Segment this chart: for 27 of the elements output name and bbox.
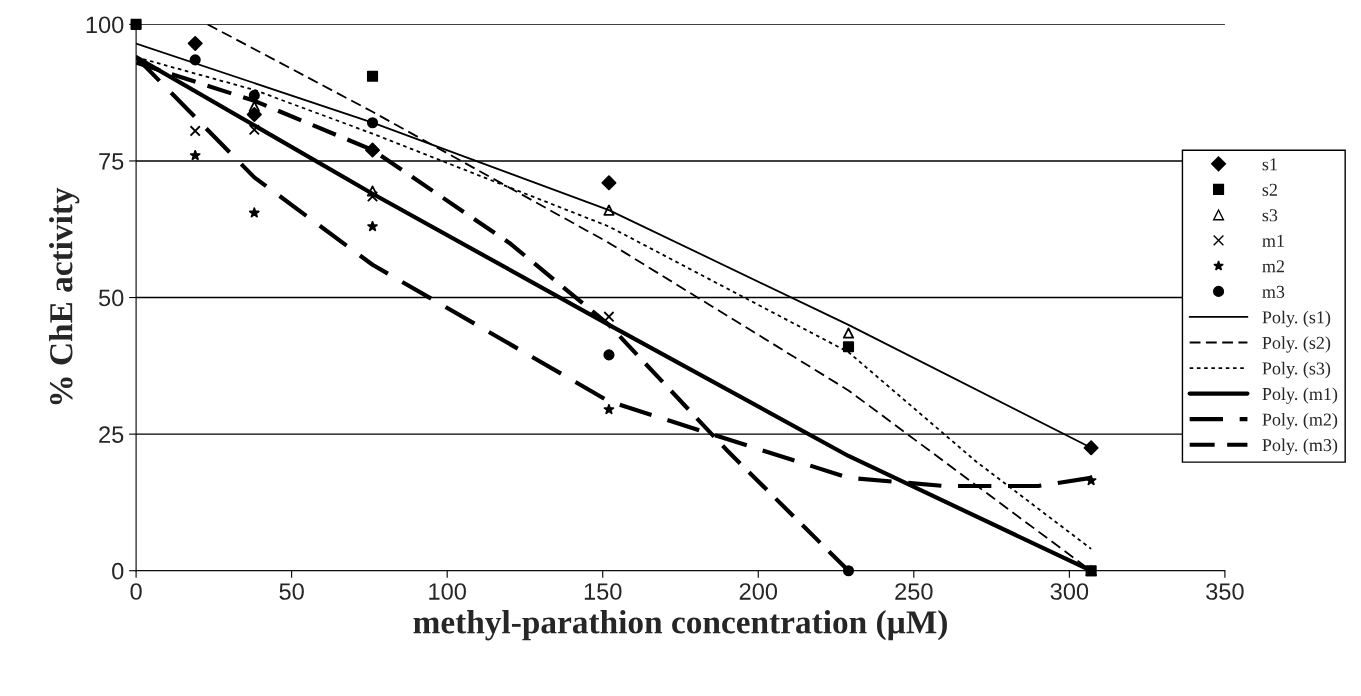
legend-label: m1 — [1262, 234, 1284, 247]
y-tick-label: 75 — [99, 153, 124, 170]
legend-label: s2 — [1262, 183, 1277, 196]
legend-label: m3 — [1262, 285, 1285, 298]
legend-label: Poly. (m3) — [1262, 438, 1338, 455]
legend-label: Poly. (s3) — [1262, 361, 1331, 379]
legend-label: s1 — [1262, 158, 1277, 171]
legend-label: m2 — [1262, 260, 1284, 273]
x-tick-label: 300 — [1050, 583, 1089, 600]
x-axis-title: methyl-parathion concentration (µM) — [413, 610, 947, 641]
x-tick-label: 0 — [130, 583, 142, 600]
x-tick-label: 200 — [739, 583, 778, 600]
y-tick-label: 50 — [98, 289, 124, 307]
y-tick-label: 100 — [86, 16, 124, 34]
x-tick-label: 150 — [584, 583, 622, 600]
x-tick-label: 100 — [429, 583, 466, 600]
x-tick-label: 350 — [1206, 583, 1244, 600]
legend-label: Poly. (m1) — [1262, 387, 1338, 404]
y-axis-title: % ChE activity — [49, 187, 80, 405]
x-tick-label: 50 — [279, 583, 304, 600]
y-tick-label: 0 — [112, 562, 124, 580]
legend-label: Poly. (s1) — [1262, 310, 1331, 328]
y-tick-label: 25 — [99, 426, 124, 443]
legend-label: Poly. (m2) — [1262, 412, 1338, 430]
legend-label: Poly. (s2) — [1262, 336, 1331, 353]
legend-label: s3 — [1262, 209, 1278, 222]
x-tick-label: 250 — [895, 583, 933, 600]
